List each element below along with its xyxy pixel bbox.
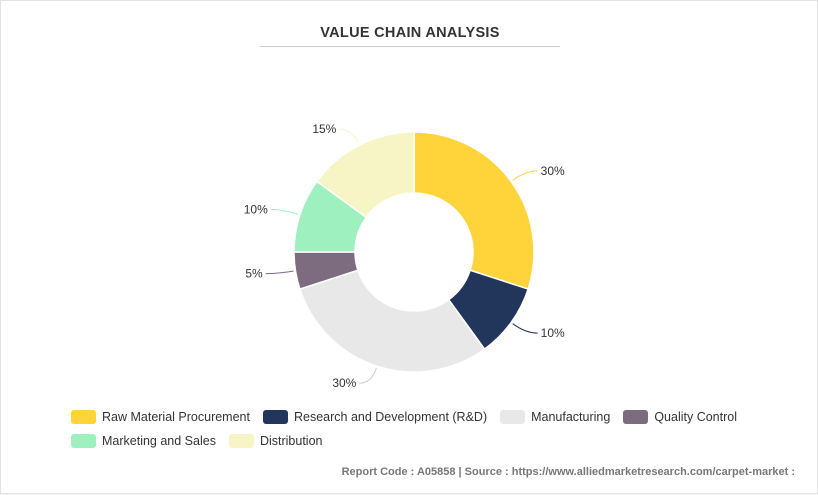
- legend-label: Quality Control: [654, 410, 738, 424]
- legend-label: Manufacturing: [531, 410, 611, 424]
- report-source-footer: Report Code : A05858 | Source : https://…: [341, 466, 795, 478]
- legend-swatch: [71, 410, 96, 424]
- leader-research-and-development: [512, 323, 538, 334]
- leader-manufacturing: [359, 367, 377, 384]
- legend-swatch: [228, 434, 254, 448]
- legend-item-manufacturing[interactable]: Manufacturing: [500, 405, 610, 429]
- legend-label: Research and Development (R&D): [293, 410, 488, 424]
- legend-label: Marketing and Sales: [102, 434, 216, 448]
- legend-item-raw-material-procurement[interactable]: Raw Material Procurement: [71, 405, 250, 429]
- legend-label: Raw Material Procurement: [102, 410, 250, 424]
- legend-swatch: [500, 410, 526, 424]
- data-label-research-and-development: 10%: [541, 326, 565, 340]
- chart-legend: Raw Material Procurement Research and Dev…: [71, 405, 791, 453]
- title-underline: [260, 46, 560, 47]
- legend-label: Distribution: [259, 434, 323, 448]
- data-labels: 30% 10% 30% 5% 10% 15%: [244, 122, 565, 390]
- data-label-manufacturing: 30%: [332, 376, 356, 390]
- chart-title: VALUE CHAIN ANALYSIS: [320, 25, 500, 41]
- legend-item-quality-control[interactable]: Quality Control: [623, 405, 737, 429]
- data-label-raw-material-procurement: 30%: [541, 164, 565, 178]
- slice-distribution[interactable]: [315, 131, 415, 219]
- legend-swatch: [623, 410, 649, 424]
- label-leaders: [265, 128, 538, 384]
- leader-marketing-and-sales: [270, 208, 299, 215]
- legend-item-marketing-and-sales[interactable]: Marketing and Sales: [71, 429, 216, 453]
- slice-manufacturing[interactable]: [298, 269, 486, 373]
- legend-item-research-and-development[interactable]: Research and Development (R&D): [262, 405, 488, 429]
- leader-quality-control: [265, 270, 294, 275]
- data-label-quality-control: 5%: [245, 267, 263, 281]
- donut-slices: [293, 131, 535, 373]
- data-label-marketing-and-sales: 10%: [244, 202, 268, 216]
- leader-raw-material-procurement: [512, 170, 538, 181]
- legend-item-distribution[interactable]: Distribution: [228, 429, 323, 453]
- data-label-distribution: 15%: [312, 122, 336, 136]
- slice-raw-material-procurement[interactable]: [413, 131, 535, 291]
- leader-distribution: [339, 128, 360, 144]
- legend-swatch: [71, 434, 96, 448]
- legend-swatch: [262, 410, 288, 424]
